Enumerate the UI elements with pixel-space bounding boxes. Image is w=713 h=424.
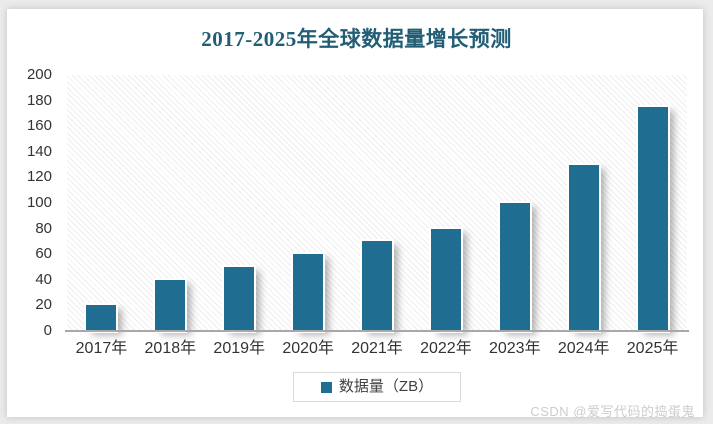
y-tick-label: 60 bbox=[35, 245, 52, 263]
legend: 数据量（ZB） bbox=[67, 372, 687, 402]
bar-2022年 bbox=[430, 228, 461, 331]
y-tick-label: 120 bbox=[26, 168, 52, 186]
bar-slot bbox=[274, 75, 343, 331]
x-tick-label: 2025年 bbox=[626, 340, 679, 357]
bar-2025年 bbox=[637, 107, 668, 331]
bar-slot bbox=[136, 75, 205, 331]
bar-slot bbox=[205, 75, 274, 331]
bar-2021年 bbox=[362, 241, 392, 331]
y-tick-label: 0 bbox=[43, 322, 52, 339]
bar-slot bbox=[480, 75, 549, 331]
y-tick-label: 160 bbox=[26, 117, 52, 135]
x-tick-label: 2018年 bbox=[144, 340, 197, 357]
bar-2024年 bbox=[568, 164, 599, 331]
y-tick-label: 80 bbox=[35, 219, 52, 237]
x-tick-label: 2022年 bbox=[420, 340, 472, 357]
x-tick-label: 2023年 bbox=[488, 340, 541, 357]
plot-area bbox=[67, 75, 687, 331]
bar-2018年 bbox=[155, 279, 186, 331]
bar-2023年 bbox=[499, 203, 530, 331]
watermark: CSDN @爱写代码的捣蛋鬼 bbox=[530, 404, 695, 419]
y-tick-label: 40 bbox=[35, 270, 52, 288]
chart-title: 2017-2025年全球数据量增长预测 bbox=[201, 27, 512, 51]
bar-slot bbox=[343, 75, 412, 331]
bar-2020年 bbox=[293, 254, 324, 331]
x-tick-label: 2020年 bbox=[282, 340, 334, 357]
x-tick-label: 2024年 bbox=[557, 340, 610, 357]
y-tick-label: 140 bbox=[26, 142, 52, 160]
bar-slot bbox=[618, 75, 687, 331]
x-axis-line bbox=[65, 330, 689, 332]
x-axis: 2017年 2018年 2019年 2020年 2021年 2022年 2023年 2024年… bbox=[67, 338, 687, 360]
bar-slot bbox=[67, 75, 136, 331]
x-tick-label: 2017年 bbox=[75, 340, 128, 357]
y-tick-label: 200 bbox=[26, 66, 52, 83]
y-tick-label: 20 bbox=[35, 296, 52, 314]
x-tick-label: 2019年 bbox=[213, 340, 266, 357]
bar-2019年 bbox=[224, 267, 255, 331]
y-tick-label: 100 bbox=[26, 194, 52, 211]
legend-box: 数据量（ZB） bbox=[292, 372, 462, 402]
bar-slot bbox=[411, 75, 480, 331]
x-tick-label: 2021年 bbox=[351, 340, 403, 357]
y-axis: 200 180 160 140 120 100 80 60 40 20 0 bbox=[0, 66, 52, 339]
legend-label: 数据量（ZB） bbox=[338, 378, 434, 395]
bar-slot bbox=[549, 75, 618, 331]
y-tick-label: 180 bbox=[26, 91, 52, 109]
legend-swatch-icon bbox=[320, 381, 332, 393]
bar-2017年 bbox=[86, 305, 117, 331]
